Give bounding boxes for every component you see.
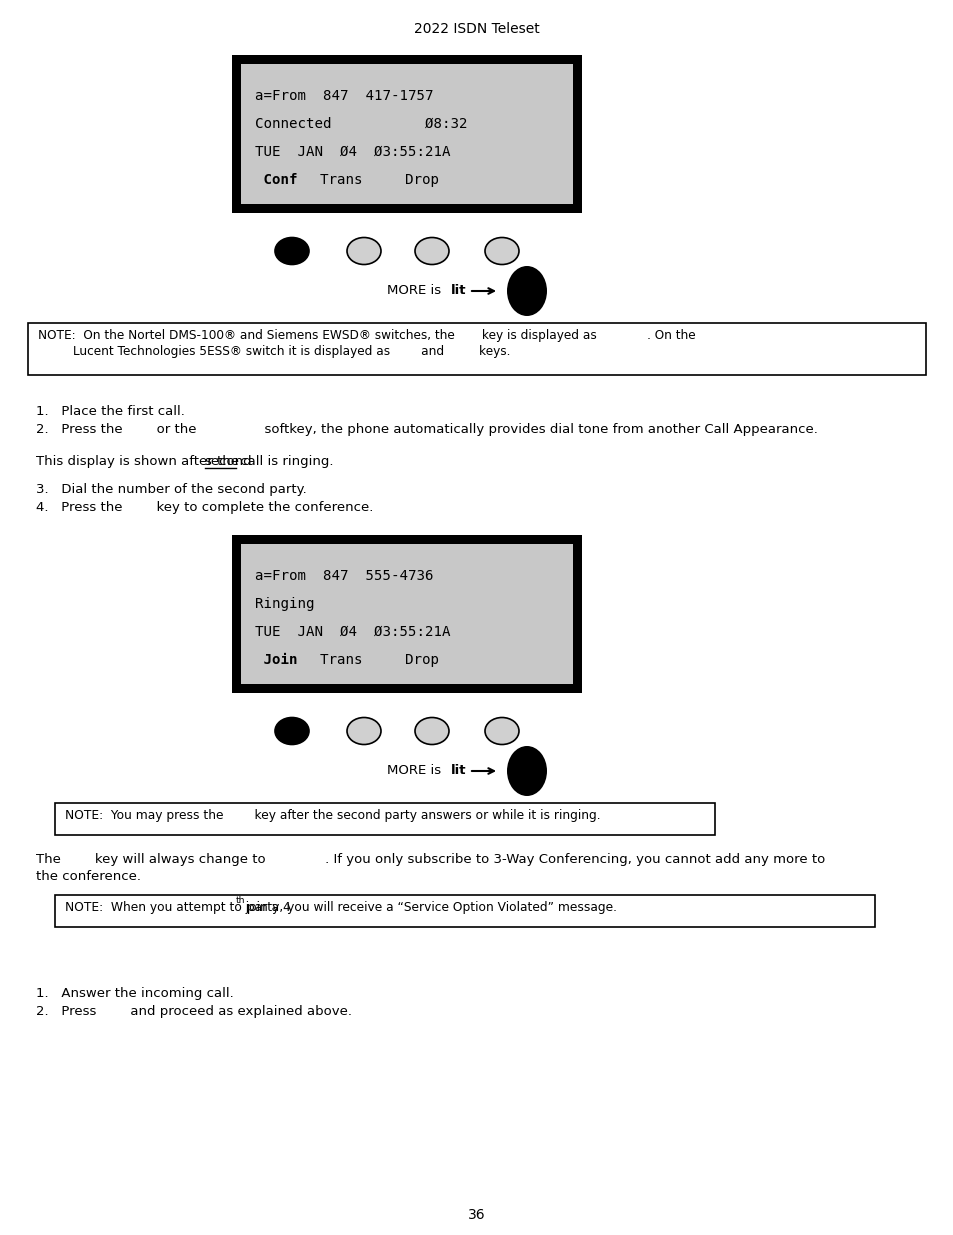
Text: NOTE:  On the Nortel DMS-100® and Siemens EWSD® switches, the       key is displ: NOTE: On the Nortel DMS-100® and Siemens… bbox=[38, 329, 695, 342]
Text: This display is shown after the: This display is shown after the bbox=[36, 454, 243, 468]
Bar bbox=[241, 64, 573, 204]
Text: lit: lit bbox=[451, 284, 466, 298]
Text: lit: lit bbox=[451, 764, 466, 778]
Text: th: th bbox=[235, 897, 245, 905]
Bar bbox=[232, 535, 581, 693]
Text: Lucent Technologies 5ESS® switch it is displayed as        and         keys.: Lucent Technologies 5ESS® switch it is d… bbox=[38, 345, 510, 358]
Text: 36: 36 bbox=[468, 1208, 485, 1221]
Text: TUE  JAN  Ø4  Ø3:55:21A: TUE JAN Ø4 Ø3:55:21A bbox=[254, 625, 450, 640]
Text: 1.   Place the first call.: 1. Place the first call. bbox=[36, 405, 185, 417]
Bar bbox=[28, 324, 925, 375]
Ellipse shape bbox=[506, 746, 546, 797]
Text: Trans     Drop: Trans Drop bbox=[286, 173, 439, 188]
Text: Ringing: Ringing bbox=[254, 598, 314, 611]
Text: 4.   Press the        key to complete the conference.: 4. Press the key to complete the confere… bbox=[36, 501, 373, 514]
Text: 1.   Answer the incoming call.: 1. Answer the incoming call. bbox=[36, 987, 233, 1000]
Ellipse shape bbox=[274, 718, 309, 745]
Bar bbox=[241, 543, 573, 684]
Text: second: second bbox=[205, 454, 253, 468]
Ellipse shape bbox=[415, 718, 449, 745]
Text: MORE is: MORE is bbox=[387, 284, 445, 298]
Text: Join: Join bbox=[254, 653, 297, 667]
Ellipse shape bbox=[347, 237, 380, 264]
Text: Trans     Drop: Trans Drop bbox=[286, 653, 439, 667]
Ellipse shape bbox=[506, 266, 546, 316]
Text: Conf: Conf bbox=[254, 173, 297, 188]
Text: 3.   Dial the number of the second party.: 3. Dial the number of the second party. bbox=[36, 483, 307, 496]
Text: NOTE:  When you attempt to join a 4: NOTE: When you attempt to join a 4 bbox=[65, 902, 291, 914]
Text: a=From  847  417-1757: a=From 847 417-1757 bbox=[254, 89, 433, 104]
Text: Connected           Ø8:32: Connected Ø8:32 bbox=[254, 117, 467, 131]
Ellipse shape bbox=[347, 718, 380, 745]
Bar bbox=[232, 56, 581, 212]
Text: MORE is: MORE is bbox=[387, 764, 445, 778]
Text: 2.   Press the        or the                softkey, the phone automatically pro: 2. Press the or the softkey, the phone a… bbox=[36, 424, 817, 436]
Ellipse shape bbox=[415, 237, 449, 264]
Text: 2.   Press        and proceed as explained above.: 2. Press and proceed as explained above. bbox=[36, 1005, 352, 1018]
Text: call is ringing.: call is ringing. bbox=[236, 454, 334, 468]
Text: 2022 ISDN Teleset: 2022 ISDN Teleset bbox=[414, 22, 539, 36]
Ellipse shape bbox=[274, 237, 309, 264]
Text: NOTE:  You may press the        key after the second party answers or while it i: NOTE: You may press the key after the se… bbox=[65, 809, 600, 823]
Text: the conference.: the conference. bbox=[36, 869, 141, 883]
Bar bbox=[55, 803, 714, 835]
Ellipse shape bbox=[484, 237, 518, 264]
Text: TUE  JAN  Ø4  Ø3:55:21A: TUE JAN Ø4 Ø3:55:21A bbox=[254, 146, 450, 159]
Bar bbox=[55, 895, 874, 927]
Text: a=From  847  555-4736: a=From 847 555-4736 bbox=[254, 569, 433, 583]
Text: The        key will always change to              . If you only subscribe to 3-W: The key will always change to . If you o… bbox=[36, 853, 824, 866]
Ellipse shape bbox=[484, 718, 518, 745]
Text: party, you will receive a “Service Option Violated” message.: party, you will receive a “Service Optio… bbox=[243, 902, 617, 914]
